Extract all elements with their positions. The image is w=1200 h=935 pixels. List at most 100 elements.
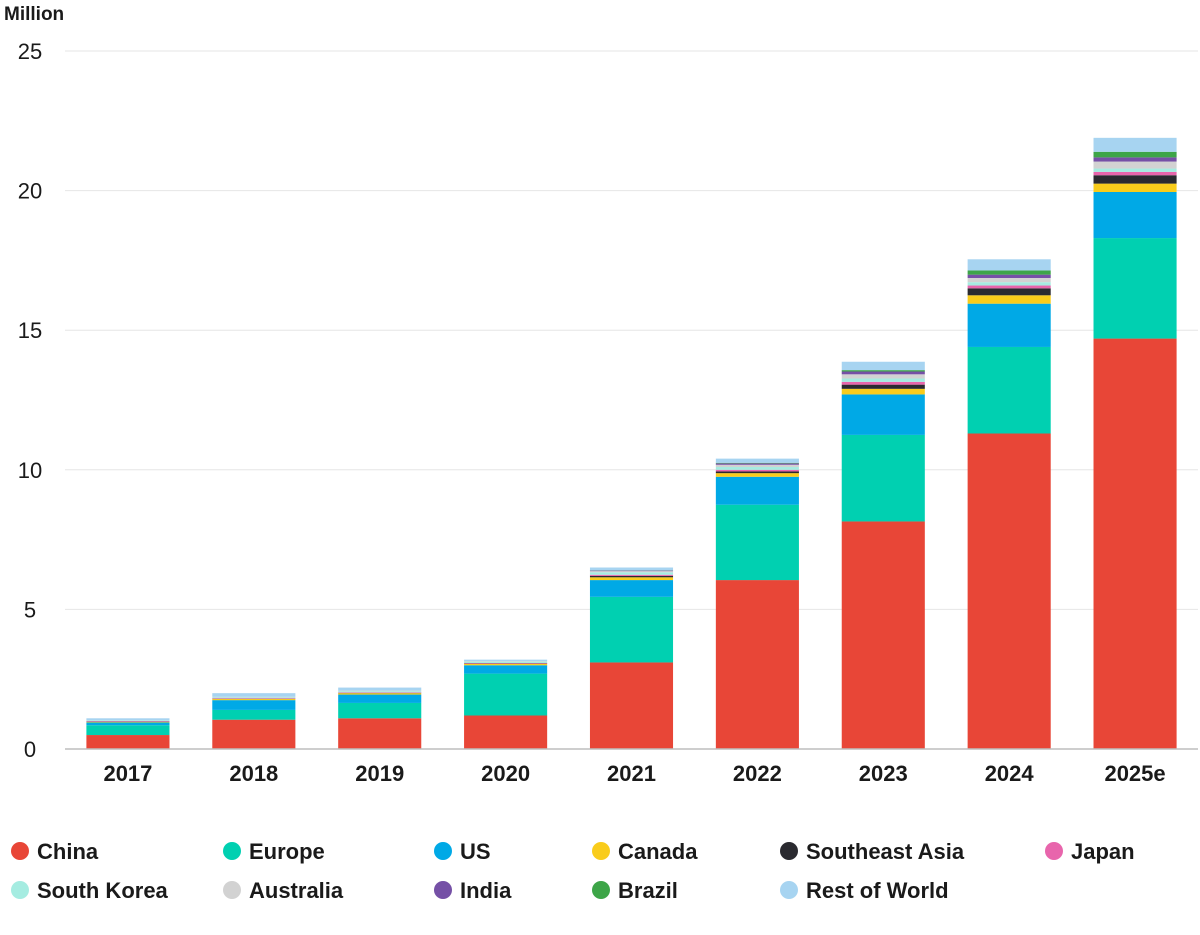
legend-swatch <box>223 881 241 899</box>
legend-item: Southeast Asia <box>780 839 965 864</box>
legend-item: China <box>11 839 99 864</box>
bar-segment <box>841 394 925 435</box>
bar-segment <box>464 673 548 716</box>
bar-segment <box>967 433 1051 749</box>
bar-segment <box>715 473 799 477</box>
bar-segment <box>86 721 170 722</box>
y-tick-label: 25 <box>18 39 42 64</box>
bar-segment <box>715 463 799 465</box>
bar-segment <box>212 699 296 701</box>
x-tick-label: 2019 <box>355 761 404 786</box>
x-tick-label: 2021 <box>607 761 656 786</box>
bar-segment <box>464 661 548 664</box>
y-axis-ticks: 0 5 10 15 20 25 <box>18 39 42 762</box>
bar-segment <box>841 374 925 379</box>
bar-segment <box>338 693 422 695</box>
legend-label: US <box>460 839 491 864</box>
legend-item: India <box>434 878 512 903</box>
x-tick-label: 2020 <box>481 761 530 786</box>
bar-segment <box>1093 191 1177 239</box>
bar-segment <box>589 570 674 572</box>
bar-segment <box>1093 175 1177 184</box>
x-tick-label: 2024 <box>985 761 1035 786</box>
legend-label: Canada <box>618 839 698 864</box>
bar-segment <box>967 274 1051 278</box>
bar-segment <box>967 270 1051 275</box>
bar-segment <box>464 715 548 749</box>
legend-label: Japan <box>1071 839 1135 864</box>
bar-segment <box>86 725 170 736</box>
bar-segment <box>589 572 674 575</box>
bar-segment <box>841 384 925 389</box>
bar-segment <box>338 690 422 692</box>
bar-segment <box>589 574 674 576</box>
legend-label: Rest of World <box>806 878 949 903</box>
bar-segment <box>212 698 296 699</box>
bar-segment <box>589 571 674 573</box>
legend-label: South Korea <box>37 878 169 903</box>
legend-item: Japan <box>1045 839 1135 864</box>
bar-segment <box>338 694 422 703</box>
bar-segment <box>464 663 548 664</box>
bar-segment <box>589 580 674 597</box>
bar-segment <box>841 378 925 382</box>
bar-segment <box>212 696 296 698</box>
bar-segment <box>338 692 422 693</box>
legend-item: US <box>434 839 491 864</box>
bar-segment <box>338 718 422 749</box>
bar-segment <box>715 464 799 468</box>
bar-segment <box>715 471 799 474</box>
bar-segment <box>464 661 548 662</box>
bar-segment <box>841 361 925 371</box>
bar-segment <box>338 687 422 691</box>
bar-segment <box>86 722 170 726</box>
legend-swatch <box>223 842 241 860</box>
bar-segment <box>841 434 925 522</box>
legend-item: Brazil <box>592 878 678 903</box>
bar-segment <box>841 381 925 385</box>
x-tick-label: 2025e <box>1104 761 1165 786</box>
x-tick-label: 2017 <box>103 761 152 786</box>
legend-item: Europe <box>223 839 325 864</box>
y-tick-label: 20 <box>18 179 42 204</box>
bar-segment <box>715 467 799 470</box>
bar-segment <box>1093 157 1177 162</box>
bar-segment <box>589 662 674 749</box>
legend-swatch <box>592 881 610 899</box>
bar-segment <box>1093 168 1177 172</box>
bar-segment <box>86 721 170 723</box>
legend-item: Canada <box>592 839 698 864</box>
bar-segment <box>967 295 1051 304</box>
x-axis-ticks: 2017 2018 2019 2020 2021 2022 2023 2024 2025e <box>103 761 1165 786</box>
bar-segment <box>338 691 422 693</box>
x-tick-label: 2022 <box>733 761 782 786</box>
bar-segment <box>464 665 548 674</box>
legend-label: Brazil <box>618 878 678 903</box>
bar-segment <box>1093 161 1177 169</box>
bar-segment <box>967 282 1051 286</box>
bar-segment <box>212 709 296 720</box>
bar-segment <box>1093 151 1177 158</box>
y-tick-label: 10 <box>18 458 42 483</box>
y-tick-label: 5 <box>24 597 36 622</box>
bar-segment <box>212 697 296 699</box>
legend-item: Rest of World <box>780 878 949 903</box>
bar-segment <box>841 370 925 372</box>
bar-segment <box>967 303 1051 347</box>
bar-segment <box>212 719 296 749</box>
bar-segment <box>715 462 799 464</box>
legend-swatch <box>1045 842 1063 860</box>
bar-segment <box>1093 238 1177 339</box>
bar-segment <box>841 388 925 395</box>
bar-segment <box>967 288 1051 296</box>
y-axis-unit-label: Million <box>4 4 64 25</box>
bar-segment <box>589 577 674 581</box>
legend-swatch <box>434 881 452 899</box>
bar-segment <box>967 285 1051 289</box>
bar-segment <box>715 469 799 472</box>
legend-swatch <box>592 842 610 860</box>
bars <box>86 137 1177 749</box>
legend: China Europe US Canada Southeast Asia Japan So… <box>11 839 1135 903</box>
y-tick-label: 0 <box>24 737 36 762</box>
bar-segment <box>967 277 1051 283</box>
